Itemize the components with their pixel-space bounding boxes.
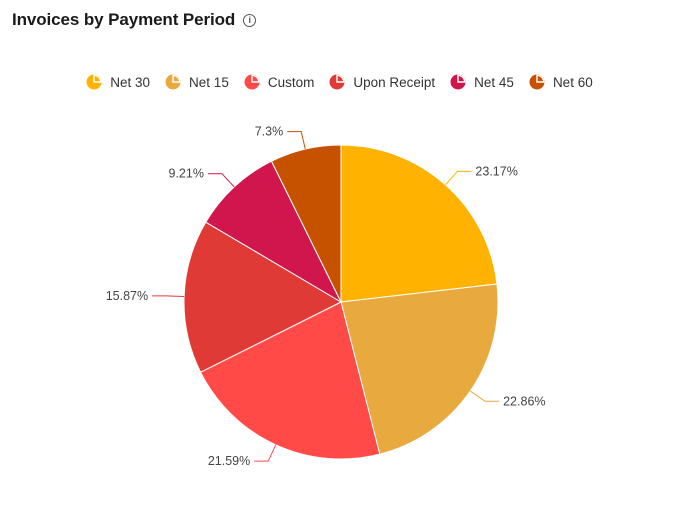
- slice-label-net-45: 9.21%: [169, 167, 204, 181]
- slice-label-net-60: 7.3%: [255, 125, 284, 139]
- legend-item-net-15[interactable]: Net 15: [165, 74, 229, 90]
- legend-label: Upon Receipt: [353, 74, 436, 90]
- legend-pie-icon: [529, 74, 545, 90]
- legend-item-net-60[interactable]: Net 60: [529, 74, 593, 90]
- legend-pie-icon: [244, 74, 260, 90]
- legend-item-custom[interactable]: Custom: [244, 74, 315, 90]
- legend-item-upon-receipt[interactable]: Upon Receipt: [329, 74, 435, 90]
- pie-slice-custom[interactable]: [199, 301, 381, 460]
- leader-line: [287, 131, 306, 150]
- legend-label: Net 15: [189, 74, 229, 90]
- info-icon[interactable]: i: [243, 13, 257, 27]
- slice-label-net-15: 22.86%: [503, 394, 545, 408]
- leader-line: [445, 170, 472, 186]
- chart-title: Invoices by Payment Period: [12, 10, 236, 29]
- legend-item-net-30[interactable]: Net 30: [86, 74, 150, 90]
- pie-slice-net-60[interactable]: [270, 144, 342, 303]
- leader-line: [152, 295, 185, 298]
- legend-pie-icon: [165, 74, 181, 90]
- legend-label: Net 30: [110, 74, 151, 90]
- slice-label-upon-receipt: 15.87%: [106, 289, 148, 303]
- leader-line: [207, 173, 235, 188]
- legend-pie-icon: [86, 74, 102, 90]
- legend-label: Custom: [267, 74, 315, 90]
- legend-pie-icon: [450, 74, 466, 90]
- pie-slice-upon-receipt[interactable]: [183, 221, 343, 373]
- legend-label: Net 45: [474, 74, 514, 90]
- chart-legend: Net 30 Net 15 Custom Upon Receipt Net 45 Net …: [0, 74, 679, 90]
- chart-header: Invoices by Payment Period i: [12, 10, 257, 30]
- pie-slice-net-30[interactable]: [340, 144, 498, 303]
- legend-label: Net 60: [552, 74, 593, 90]
- slice-label-net-30: 23.17%: [475, 164, 517, 178]
- pie-slice-net-45[interactable]: [205, 160, 343, 304]
- leader-line: [254, 444, 277, 462]
- legend-pie-icon: [329, 74, 345, 90]
- slice-label-custom: 21.59%: [208, 454, 250, 468]
- leader-line: [470, 390, 500, 402]
- legend-item-net-45[interactable]: Net 45: [450, 74, 514, 90]
- pie-slice-net-15[interactable]: [340, 283, 499, 455]
